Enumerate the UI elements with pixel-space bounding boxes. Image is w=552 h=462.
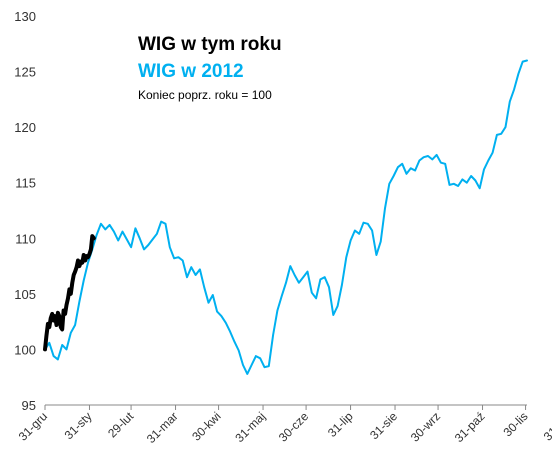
x-tick-label: 29-lut (105, 409, 137, 441)
x-tick-label: 31-sie (367, 409, 400, 442)
legend-this-year: WIG w tym roku (138, 34, 282, 55)
y-tick-label: 130 (14, 9, 36, 24)
series-line-this-year (43, 234, 96, 352)
x-tick-label: 31-gru (541, 409, 552, 443)
y-tick-label: 125 (14, 65, 36, 80)
y-tick-label: 105 (14, 287, 36, 302)
x-tick-label: 31-mar (144, 409, 181, 446)
x-tick-label: 30-cze (276, 409, 312, 445)
y-axis: 95 100 105 110 115 120 125 130 (14, 9, 36, 413)
y-tick-label: 95 (22, 398, 36, 413)
legend-2012: WIG w 2012 (138, 61, 244, 82)
chart-note: Koniec poprz. roku = 100 (138, 88, 272, 102)
x-tick-label: 31-maj (232, 409, 268, 445)
x-axis: 31-gru 31-sty 29-lut 31-mar 30-kwi 31-maj 30-c… (16, 404, 552, 446)
y-tick-label: 110 (15, 231, 36, 246)
series-line-2012 (44, 59, 528, 375)
x-tick-label: 30-kwi (189, 409, 223, 443)
x-tick-label: 30-wrz (408, 409, 443, 444)
y-tick-label: 115 (15, 176, 36, 191)
x-tick-label: 31-paź (452, 409, 488, 445)
y-tick-label: 120 (14, 120, 36, 135)
x-tick-label: 31-lip (325, 409, 356, 440)
series-layer (43, 59, 528, 375)
y-tick-label: 100 (14, 342, 36, 357)
x-tick-label: 31-gru (16, 409, 50, 443)
x-tick-label: 30-lis (501, 409, 531, 439)
x-tick-label: 31-sty (62, 409, 95, 442)
